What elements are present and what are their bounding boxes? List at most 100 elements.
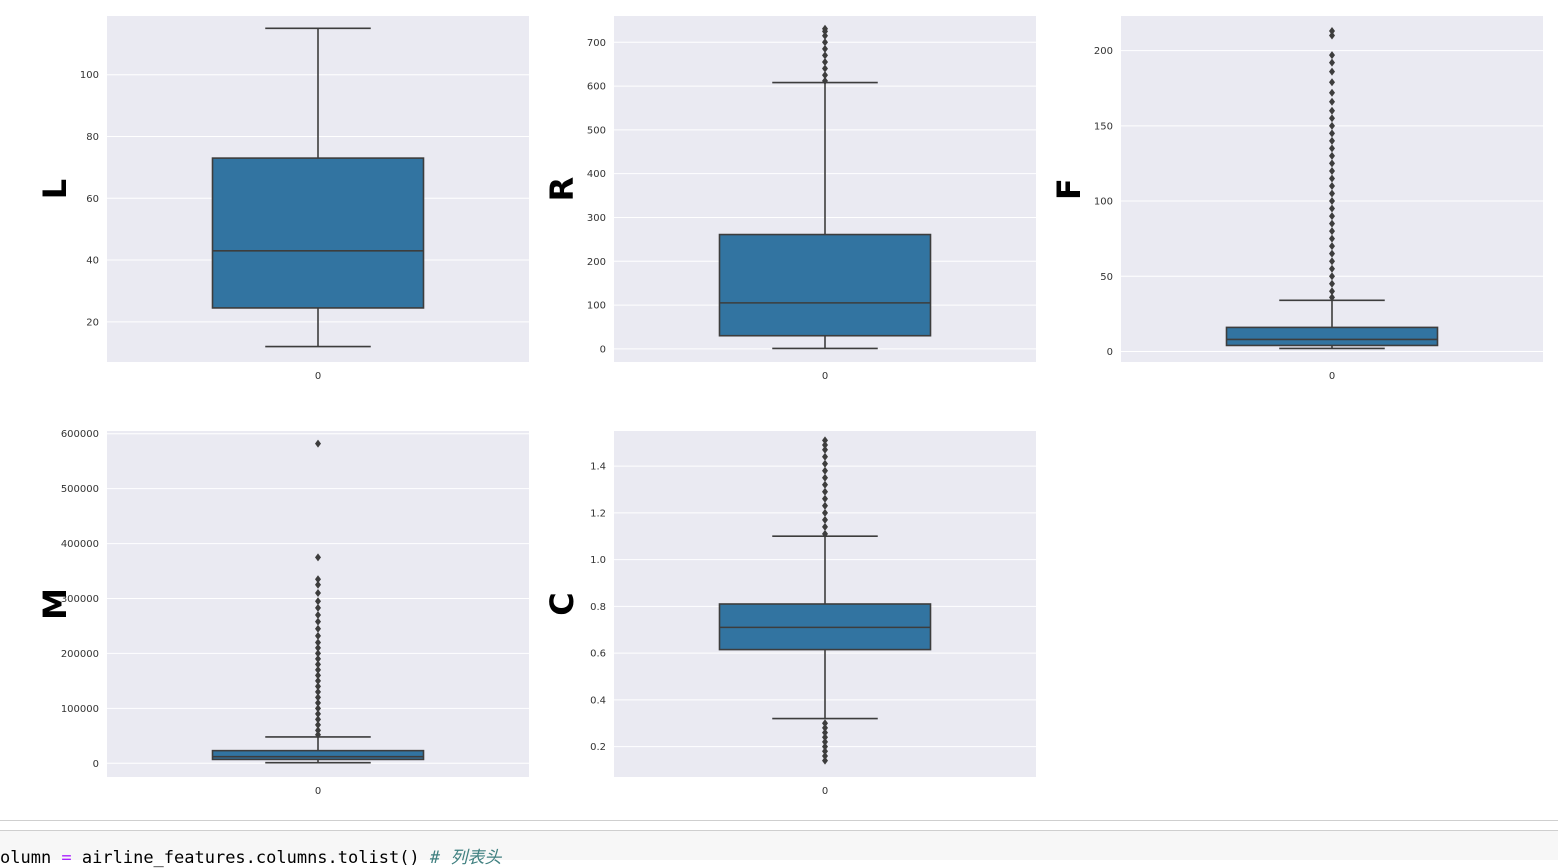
y-tick-label: 20	[86, 317, 99, 328]
outlier-point	[822, 57, 828, 66]
iqr-box	[211, 749, 425, 761]
outlier-point	[1329, 97, 1335, 106]
y-tick-label: 0	[1107, 347, 1113, 358]
outlier-point	[822, 719, 828, 728]
y-tick-label: 1.2	[590, 508, 606, 519]
outlier-point	[822, 487, 828, 496]
outlier-point	[822, 64, 828, 73]
outlier-point	[1329, 136, 1335, 145]
y-tick-label: 60	[86, 194, 99, 205]
outlier-point	[1329, 31, 1335, 40]
boxplot-panel-M: 0 100000 200000 300000 400000 500000 600000 0 M	[36, 429, 529, 797]
y-tick-label: 700	[587, 38, 606, 49]
y-axis-label: M	[36, 588, 74, 620]
outlier-point	[1329, 227, 1335, 236]
outlier-point	[822, 723, 828, 732]
outlier-point	[1329, 144, 1335, 153]
outlier-point	[822, 473, 828, 482]
outlier-point	[315, 439, 321, 448]
iqr-box	[718, 233, 932, 337]
outlier-point	[1329, 293, 1335, 302]
code-comment: # 列表头	[429, 848, 502, 868]
outlier-point	[1329, 151, 1335, 160]
outlier-point	[822, 441, 828, 450]
outlier-point	[1329, 272, 1335, 281]
code-line: olumn = airline_features.columns.tolist(…	[0, 843, 501, 868]
y-tick-label: 150	[1094, 121, 1113, 132]
y-tick-label: 0.4	[590, 695, 606, 706]
outlier-point	[315, 671, 321, 680]
x-tick-label: 0	[315, 371, 321, 382]
outlier-point	[315, 665, 321, 674]
code-cell[interactable]: olumn = airline_features.columns.tolist(…	[0, 830, 1558, 868]
outlier-point	[822, 76, 828, 85]
outlier-point	[1329, 279, 1335, 288]
y-tick-label: 200	[1094, 46, 1113, 57]
y-tick-label: 400000	[61, 539, 99, 550]
y-tick-label: 600	[587, 82, 606, 93]
outlier-point	[1329, 27, 1335, 36]
outlier-point	[822, 508, 828, 517]
outlier-point	[315, 649, 321, 658]
outlier-point	[1329, 78, 1335, 87]
outlier-point	[315, 660, 321, 669]
outlier-point	[1329, 219, 1335, 228]
boxplot-figure: 204060801000L01002003004005006007000R050…	[36, 16, 1543, 797]
outlier-point	[315, 726, 321, 735]
y-tick-label: 0	[93, 759, 99, 770]
outlier-point	[822, 742, 828, 751]
y-tick-label: 300	[587, 213, 606, 224]
outlier-point	[822, 44, 828, 53]
outlier-point	[1329, 67, 1335, 76]
outlier-point	[822, 445, 828, 454]
x-tick-label: 0	[1329, 371, 1335, 382]
outlier-point	[315, 693, 321, 702]
outlier-point	[1329, 197, 1335, 206]
outlier-point	[822, 733, 828, 742]
y-axis-label: C	[543, 592, 581, 615]
outlier-point	[1329, 114, 1335, 123]
outlier-point	[1329, 249, 1335, 258]
y-tick-label: 100	[1094, 197, 1113, 208]
outlier-point	[1329, 189, 1335, 198]
outlier-point	[822, 529, 828, 538]
outlier-point	[822, 756, 828, 765]
cell-separator	[0, 820, 1558, 821]
outlier-point	[315, 687, 321, 696]
outlier-point	[1329, 287, 1335, 296]
outlier-point	[822, 466, 828, 475]
code-variable: olumn	[0, 848, 62, 868]
y-axis-label: R	[543, 177, 581, 202]
outlier-point	[1329, 174, 1335, 183]
outlier-point	[822, 480, 828, 489]
y-tick-label: 40	[86, 256, 99, 267]
outlier-point	[1329, 106, 1335, 115]
outlier-point	[1329, 58, 1335, 67]
outlier-point	[1329, 204, 1335, 213]
outlier-point	[822, 459, 828, 468]
iqr-box	[1225, 326, 1439, 347]
x-tick-label: 0	[315, 786, 321, 797]
y-tick-label: 0.8	[590, 602, 606, 613]
outlier-point	[315, 638, 321, 647]
outlier-point	[315, 575, 321, 584]
outlier-point	[1329, 88, 1335, 97]
outlier-point	[822, 494, 828, 503]
outlier-point	[822, 436, 828, 445]
outlier-point	[1329, 212, 1335, 221]
outlier-point	[1329, 159, 1335, 168]
y-tick-label: 500	[587, 125, 606, 136]
y-tick-label: 50	[1100, 272, 1113, 283]
outlier-point	[822, 747, 828, 756]
boxplot-panel-F: 0 50 100 150 200 0 F	[1050, 16, 1543, 382]
y-tick-label: 200	[587, 257, 606, 268]
outlier-point	[1329, 121, 1335, 130]
x-tick-label: 0	[822, 371, 828, 382]
y-tick-label: 600000	[61, 429, 99, 440]
outlier-point	[315, 704, 321, 713]
outlier-point	[822, 737, 828, 746]
outlier-point	[1329, 129, 1335, 138]
outlier-point	[315, 682, 321, 691]
outlier-point	[822, 728, 828, 737]
boxplot-panel-R: 0 100 200 300 400 500 600 700 0 R	[543, 16, 1036, 382]
